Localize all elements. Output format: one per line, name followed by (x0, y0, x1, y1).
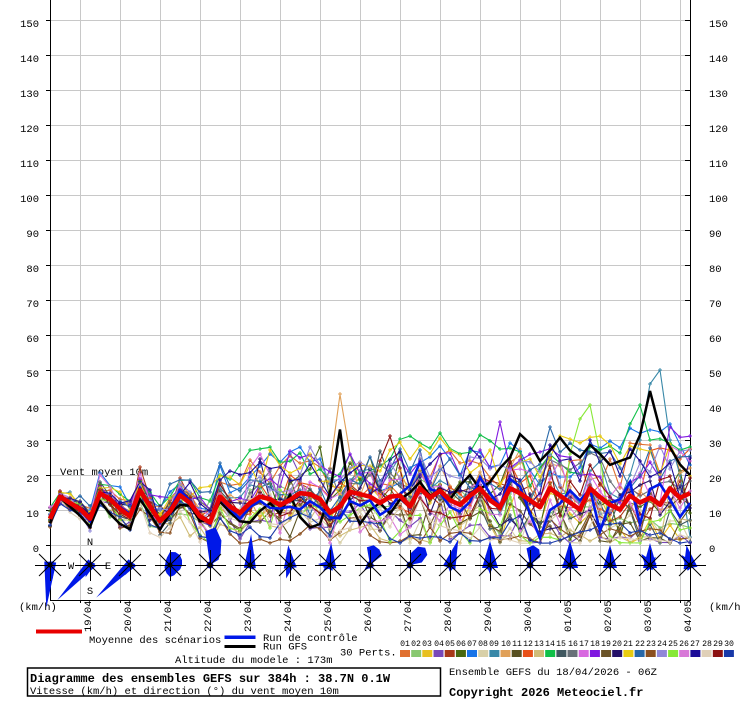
svg-text:Copyright 2026 Meteociel.fr: Copyright 2026 Meteociel.fr (449, 686, 643, 700)
svg-text:0: 0 (709, 544, 715, 556)
svg-text:06: 06 (456, 640, 466, 649)
svg-text:0: 0 (33, 544, 39, 556)
svg-text:40: 40 (26, 404, 39, 416)
svg-text:05: 05 (445, 640, 455, 649)
svg-text:40: 40 (709, 404, 722, 416)
svg-text:50: 50 (26, 369, 39, 381)
svg-text:100: 100 (709, 194, 728, 206)
svg-text:60: 60 (26, 334, 39, 346)
svg-text:24/04: 24/04 (283, 600, 295, 632)
svg-text:22: 22 (635, 640, 645, 649)
svg-text:60: 60 (709, 334, 722, 346)
svg-text:Run de contrôle: Run de contrôle (263, 633, 358, 645)
svg-text:01: 01 (400, 640, 410, 649)
svg-text:26: 26 (679, 640, 689, 649)
svg-text:30: 30 (724, 640, 734, 649)
svg-text:04/05: 04/05 (683, 600, 695, 632)
svg-text:10: 10 (709, 509, 722, 521)
svg-text:120: 120 (20, 124, 39, 136)
svg-text:18: 18 (590, 640, 600, 649)
svg-text:Run GFS: Run GFS (263, 642, 307, 654)
svg-text:27/04: 27/04 (403, 600, 415, 632)
svg-text:09: 09 (489, 640, 499, 649)
svg-text:N: N (87, 537, 93, 549)
svg-text:S: S (87, 586, 93, 598)
svg-text:10: 10 (26, 509, 39, 521)
svg-text:26/04: 26/04 (363, 600, 375, 632)
svg-text:21/04: 21/04 (163, 600, 175, 632)
svg-text:20/04: 20/04 (123, 600, 135, 632)
svg-text:29/04: 29/04 (483, 600, 495, 632)
svg-text:28/04: 28/04 (443, 600, 455, 632)
svg-text:30/04: 30/04 (523, 600, 535, 632)
svg-text:Diagramme des ensembles GEFS s: Diagramme des ensembles GEFS sur 384h : … (30, 672, 391, 686)
svg-text:20: 20 (612, 640, 622, 649)
svg-text:21: 21 (623, 640, 633, 649)
svg-text:01/05: 01/05 (563, 600, 575, 632)
svg-text:(km/h): (km/h) (709, 602, 740, 614)
svg-text:70: 70 (26, 299, 39, 311)
svg-text:30: 30 (709, 439, 722, 451)
svg-text:28: 28 (702, 640, 712, 649)
svg-text:11: 11 (512, 640, 522, 649)
svg-text:03: 03 (422, 640, 432, 649)
svg-text:17: 17 (579, 640, 589, 649)
svg-text:130: 130 (709, 89, 728, 101)
svg-text:90: 90 (26, 229, 39, 241)
svg-text:150: 150 (709, 19, 728, 31)
svg-text:02/05: 02/05 (603, 600, 615, 632)
svg-text:20: 20 (26, 474, 39, 486)
svg-text:20: 20 (709, 474, 722, 486)
svg-text:23: 23 (646, 640, 656, 649)
svg-text:24: 24 (657, 640, 667, 649)
svg-text:15: 15 (556, 640, 566, 649)
svg-text:130: 130 (20, 89, 39, 101)
svg-text:19: 19 (601, 640, 611, 649)
svg-text:80: 80 (26, 264, 39, 276)
svg-text:29: 29 (713, 640, 723, 649)
svg-text:04: 04 (434, 640, 444, 649)
svg-text:70: 70 (709, 299, 722, 311)
svg-text:Altitude du modele : 173m: Altitude du modele : 173m (175, 655, 333, 667)
svg-text:19/04: 19/04 (83, 600, 95, 632)
svg-text:25/04: 25/04 (323, 600, 335, 632)
svg-text:14: 14 (545, 640, 555, 649)
svg-text:13: 13 (534, 640, 544, 649)
svg-text:12: 12 (523, 640, 533, 649)
svg-text:Vent moyen 10m: Vent moyen 10m (60, 467, 148, 479)
svg-text:08: 08 (478, 640, 488, 649)
svg-text:03/05: 03/05 (643, 600, 655, 632)
svg-text:02: 02 (411, 640, 421, 649)
svg-text:25: 25 (668, 640, 678, 649)
svg-text:23/04: 23/04 (243, 600, 255, 632)
svg-text:30 Perts.: 30 Perts. (340, 648, 397, 660)
svg-text:110: 110 (20, 159, 39, 171)
svg-text:27: 27 (690, 640, 700, 649)
svg-text:30: 30 (26, 439, 39, 451)
svg-text:90: 90 (709, 229, 722, 241)
svg-text:E: E (105, 561, 111, 573)
svg-text:Vitesse (km/h) et direction (°: Vitesse (km/h) et direction (°) du vent … (30, 686, 339, 698)
svg-text:Moyenne des scénarios: Moyenne des scénarios (89, 635, 221, 647)
svg-text:Ensemble GEFS du 18/04/2026 -: Ensemble GEFS du 18/04/2026 - 06Z (449, 667, 657, 679)
svg-text:150: 150 (20, 19, 39, 31)
svg-text:140: 140 (709, 54, 728, 66)
svg-text:16: 16 (568, 640, 578, 649)
svg-text:W: W (68, 561, 75, 573)
svg-text:10: 10 (501, 640, 511, 649)
svg-text:80: 80 (709, 264, 722, 276)
svg-text:100: 100 (20, 194, 39, 206)
svg-text:07: 07 (467, 640, 477, 649)
svg-text:22/04: 22/04 (203, 600, 215, 632)
svg-text:110: 110 (709, 159, 728, 171)
svg-text:140: 140 (20, 54, 39, 66)
svg-text:(km/h): (km/h) (19, 602, 57, 614)
svg-text:50: 50 (709, 369, 722, 381)
svg-text:120: 120 (709, 124, 728, 136)
